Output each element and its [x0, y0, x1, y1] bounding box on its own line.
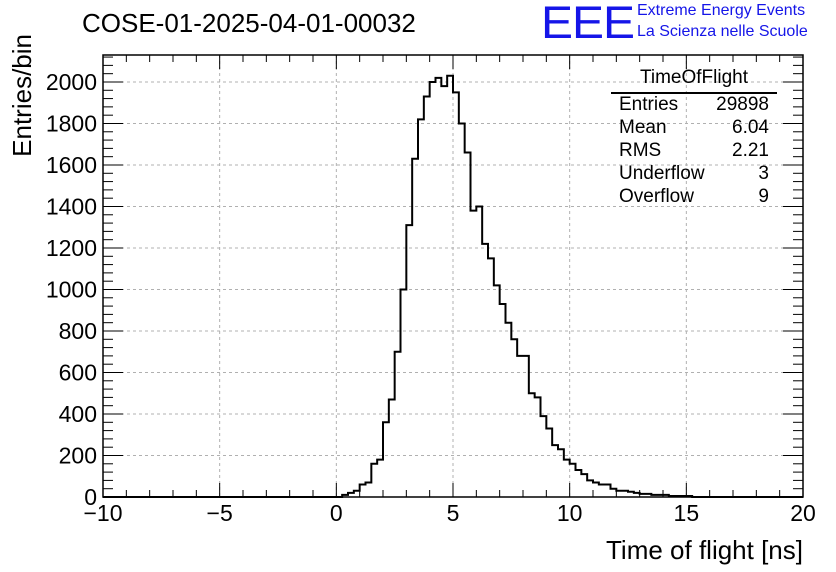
y-tick-label: 1800 — [46, 110, 97, 136]
axis-ticks — [102, 55, 804, 498]
y-tick-label: 1400 — [46, 193, 97, 219]
x-tick-label: 0 — [330, 500, 343, 526]
eee-logo: EEE — [541, 0, 635, 49]
y-tick-label: 0 — [84, 484, 97, 510]
stats-label: Underflow — [619, 163, 705, 184]
stats-row-rms: RMS 2.21 — [619, 140, 769, 163]
y-axis-label: Entries/bin — [7, 34, 37, 157]
stats-value: 6.04 — [732, 117, 769, 138]
y-tick-label: 400 — [59, 401, 97, 427]
y-tick-label: 600 — [59, 359, 97, 385]
stats-label: RMS — [619, 140, 662, 161]
stats-row-mean: Mean 6.04 — [619, 117, 769, 140]
stats-label: Overflow — [619, 186, 694, 207]
stats-box-title: TimeOfFlight — [639, 67, 749, 88]
stats-row-underflow: Underflow 3 — [619, 163, 769, 186]
stats-box-divider — [611, 92, 777, 94]
y-tick-label: 1000 — [46, 276, 97, 302]
histogram-series — [103, 74, 803, 498]
stats-value: 3 — [758, 163, 769, 184]
x-tick-labels: −10 −5 0 5 10 15 20 — [83, 500, 815, 526]
stats-row-entries: Entries 29898 — [619, 94, 769, 117]
y-tick-label: 1600 — [46, 152, 97, 178]
stats-label: Mean — [619, 117, 667, 138]
org-name-line1: Extreme Energy Events — [637, 2, 806, 19]
stats-value: 29898 — [716, 94, 769, 115]
y-tick-labels: 0 200 400 600 800 1000 1200 1400 1600 1800 2000 — [46, 69, 97, 510]
x-axis-label: Time of flight [ns] — [606, 535, 803, 565]
x-tick-label: 20 — [790, 500, 816, 526]
y-tick-label: 200 — [59, 442, 97, 468]
x-tick-label: −10 — [83, 500, 122, 526]
run-title: COSE-01-2025-04-01-00032 — [82, 8, 416, 38]
x-tick-label: 5 — [447, 500, 460, 526]
x-tick-label: 15 — [674, 500, 700, 526]
y-tick-label: 1200 — [46, 235, 97, 261]
x-tick-label: 10 — [557, 500, 583, 526]
stats-row-overflow: Overflow 9 — [619, 186, 769, 209]
x-tick-label: −5 — [207, 500, 233, 526]
y-tick-label: 800 — [59, 318, 97, 344]
stats-box: TimeOfFlight Entries 29898 Mean 6.04 RMS… — [611, 66, 803, 207]
stats-label: Entries — [619, 94, 679, 115]
org-name-line2: La Scienza nelle Scuole — [637, 23, 808, 40]
y-tick-label: 2000 — [46, 69, 97, 95]
stats-value: 9 — [758, 186, 769, 207]
stats-value: 2.21 — [732, 140, 769, 161]
